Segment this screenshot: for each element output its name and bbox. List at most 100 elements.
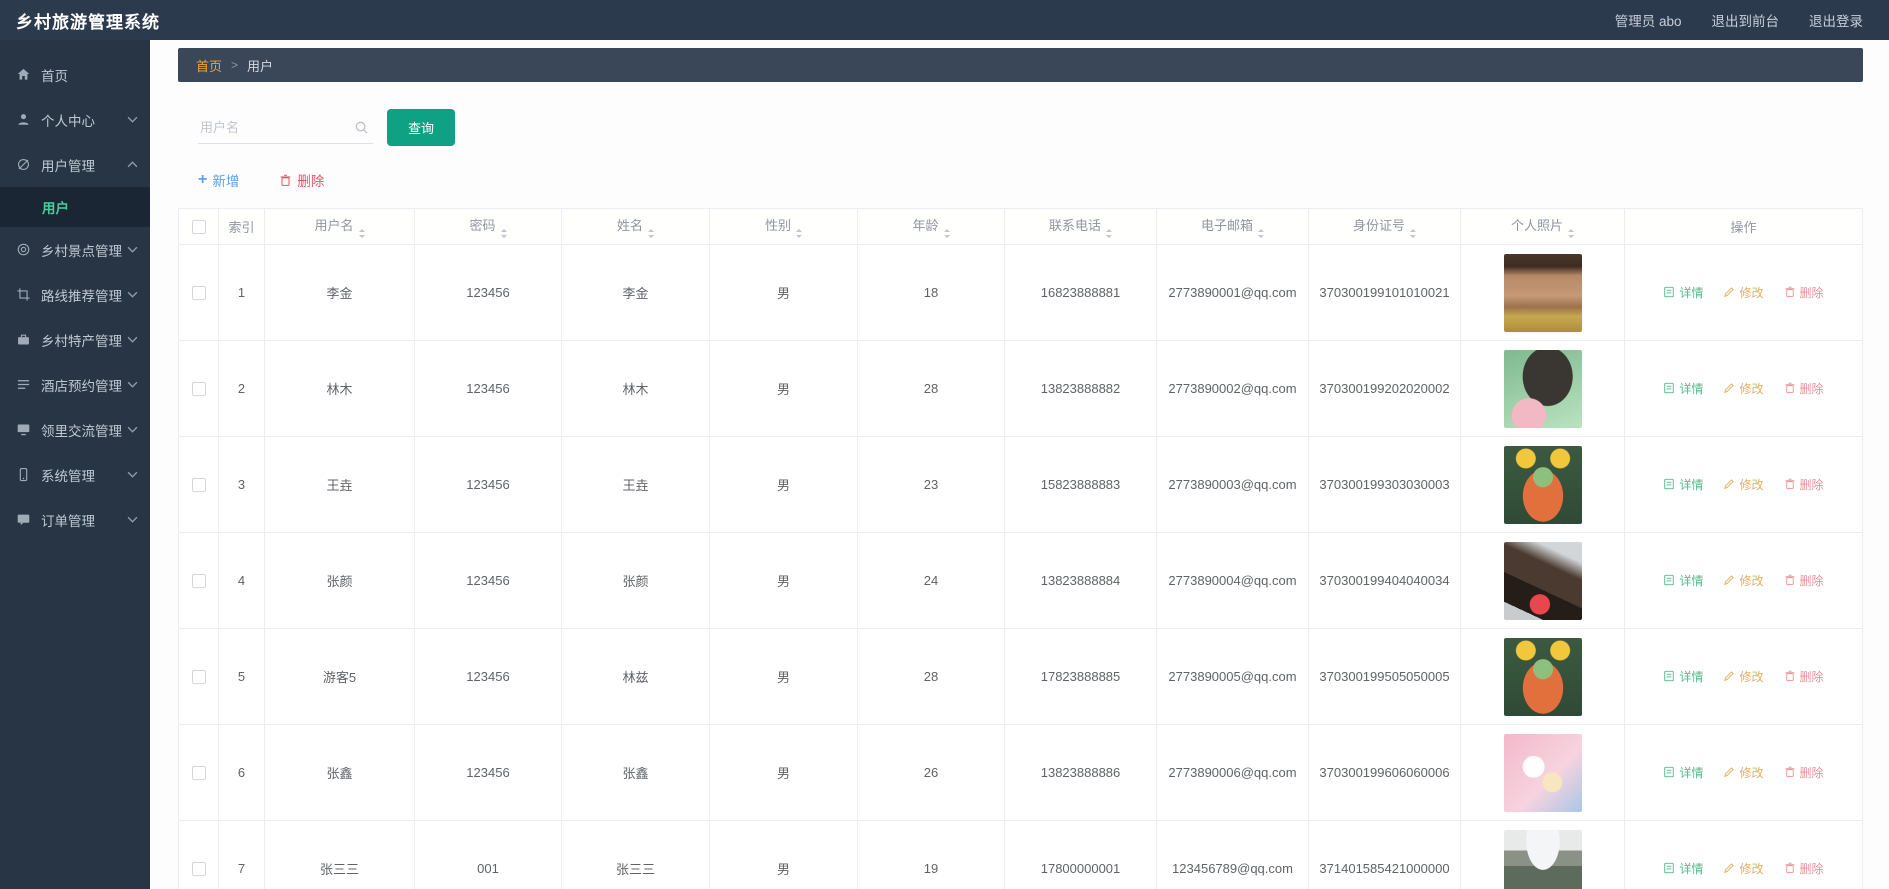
- detail-button[interactable]: 详情: [1663, 860, 1703, 877]
- row-checkbox[interactable]: [191, 286, 206, 301]
- app-title: 乡村旅游管理系统: [16, 12, 160, 32]
- sidebar-item-scenic-spot-management[interactable]: 乡村景点管理: [0, 227, 150, 272]
- row-checkbox[interactable]: [191, 382, 206, 397]
- row-delete-button-label: 删除: [1799, 765, 1824, 780]
- sidebar-item-user-management[interactable]: 用户管理: [0, 142, 150, 187]
- sidebar-item-label: 领里交流管理: [41, 423, 122, 439]
- sort-caret-icon[interactable]: [648, 229, 654, 238]
- breadcrumb-home-link[interactable]: 首页: [196, 58, 223, 74]
- cell-checkbox: [178, 244, 219, 341]
- cell-index: 3: [218, 436, 265, 533]
- detail-button-label: 详情: [1679, 573, 1704, 588]
- pencil-icon: [1723, 478, 1735, 490]
- cell-name: 张鑫: [561, 724, 710, 821]
- sidebar-subitem-user[interactable]: 用户: [0, 187, 150, 227]
- detail-button[interactable]: 详情: [1663, 668, 1703, 685]
- row-delete-button[interactable]: 删除: [1784, 284, 1824, 301]
- sidebar-item-system-management[interactable]: 系统管理: [0, 452, 150, 497]
- col-header-phone[interactable]: 联系电话: [1004, 208, 1157, 245]
- row-delete-button-label: 删除: [1799, 285, 1824, 300]
- detail-button[interactable]: 详情: [1663, 572, 1703, 589]
- col-header-password[interactable]: 密码: [414, 208, 562, 245]
- add-button[interactable]: + 新增: [198, 170, 239, 190]
- edit-button[interactable]: 修改: [1723, 668, 1764, 685]
- detail-button[interactable]: 详情: [1663, 764, 1703, 781]
- cell-username: 林木: [264, 340, 415, 437]
- add-button-label: 新增: [212, 174, 240, 189]
- sidebar-item-label: 乡村景点管理: [41, 243, 122, 259]
- exit-to-front-link[interactable]: 退出到前台: [1711, 14, 1780, 29]
- col-header-label: 用户名: [314, 218, 354, 234]
- edit-button-label: 修改: [1739, 285, 1764, 300]
- row-checkbox[interactable]: [191, 574, 206, 589]
- sidebar-item-specialty-management[interactable]: 乡村特产管理: [0, 317, 150, 362]
- edit-button[interactable]: 修改: [1723, 764, 1764, 781]
- sidebar-item-home[interactable]: 首页: [0, 52, 150, 97]
- col-header-gender[interactable]: 性别: [709, 208, 858, 245]
- edit-button[interactable]: 修改: [1723, 476, 1764, 493]
- list-icon: [15, 376, 32, 393]
- cell-index: 1: [218, 244, 265, 341]
- row-delete-button[interactable]: 删除: [1784, 668, 1824, 685]
- cell-actions: 详情 修改 删除: [1624, 532, 1863, 629]
- sidebar-item-neighbor-forum-management[interactable]: 领里交流管理: [0, 407, 150, 452]
- row-checkbox[interactable]: [191, 670, 206, 685]
- navbar-right: 管理员 abo 退出到前台 退出登录: [1585, 10, 1863, 30]
- sort-caret-icon[interactable]: [1410, 229, 1416, 238]
- sidebar-item-route-recommend-management[interactable]: 路线推荐管理: [0, 272, 150, 317]
- edit-button[interactable]: 修改: [1723, 860, 1764, 877]
- row-delete-button[interactable]: 删除: [1784, 476, 1824, 493]
- edit-button-label: 修改: [1739, 477, 1764, 492]
- cell-id_number: 370300199404040034: [1308, 532, 1461, 629]
- sidebar-item-order-management[interactable]: 订单管理: [0, 497, 150, 542]
- search-input[interactable]: [198, 111, 373, 144]
- row-checkbox[interactable]: [191, 766, 206, 781]
- sort-caret-icon[interactable]: [943, 229, 950, 238]
- row-delete-button[interactable]: 删除: [1784, 764, 1824, 781]
- sidebar-item-profile-center[interactable]: 个人中心: [0, 97, 150, 142]
- sort-caret-icon[interactable]: [1568, 229, 1574, 238]
- sort-caret-icon[interactable]: [358, 229, 365, 238]
- col-header-age[interactable]: 年龄: [857, 208, 1005, 245]
- profile-photo: [1503, 829, 1582, 889]
- row-delete-button-label: 删除: [1799, 861, 1824, 876]
- detail-button[interactable]: 详情: [1663, 476, 1703, 493]
- cell-id_number: 370300199101010021: [1308, 244, 1461, 341]
- logout-link[interactable]: 退出登录: [1809, 14, 1863, 29]
- delete-button[interactable]: 删除: [279, 170, 324, 190]
- edit-button[interactable]: 修改: [1723, 572, 1764, 589]
- col-header-name[interactable]: 姓名: [561, 208, 710, 245]
- row-checkbox[interactable]: [191, 862, 206, 877]
- col-header-actions: 操作: [1624, 208, 1863, 245]
- row-checkbox[interactable]: [191, 478, 206, 493]
- col-header-id_number[interactable]: 身份证号: [1308, 208, 1461, 245]
- cell-password: 123456: [414, 340, 562, 437]
- sort-caret-icon[interactable]: [1258, 229, 1264, 238]
- row-delete-button[interactable]: 删除: [1784, 572, 1824, 589]
- detail-button[interactable]: 详情: [1663, 284, 1703, 301]
- crop-icon: [15, 286, 32, 303]
- col-header-username[interactable]: 用户名: [264, 208, 415, 245]
- sort-caret-icon[interactable]: [500, 229, 507, 238]
- sidebar-item-label: 个人中心: [41, 113, 95, 129]
- chevron-down-icon: [127, 471, 138, 478]
- sidebar-item-hotel-booking-management[interactable]: 酒店预约管理: [0, 362, 150, 407]
- query-button[interactable]: 查询: [387, 109, 456, 146]
- sort-caret-icon[interactable]: [1106, 229, 1112, 238]
- sidebar-item-label: 首页: [41, 68, 68, 84]
- trash-icon: [1784, 286, 1796, 298]
- edit-button[interactable]: 修改: [1723, 380, 1764, 397]
- row-delete-button[interactable]: 删除: [1784, 860, 1824, 877]
- select-all-checkbox[interactable]: [191, 220, 206, 235]
- cell-password: 123456: [414, 436, 562, 533]
- edit-button[interactable]: 修改: [1723, 284, 1764, 301]
- row-delete-button[interactable]: 删除: [1784, 380, 1824, 397]
- cell-actions: 详情 修改 删除: [1624, 820, 1863, 889]
- col-header-email[interactable]: 电子邮箱: [1156, 208, 1309, 245]
- col-header-photo[interactable]: 个人照片: [1460, 208, 1625, 245]
- cell-index: 7: [218, 820, 265, 889]
- cell-photo: [1460, 340, 1625, 437]
- sort-caret-icon[interactable]: [796, 229, 802, 238]
- detail-button[interactable]: 详情: [1663, 380, 1703, 397]
- profile-photo: [1503, 637, 1582, 716]
